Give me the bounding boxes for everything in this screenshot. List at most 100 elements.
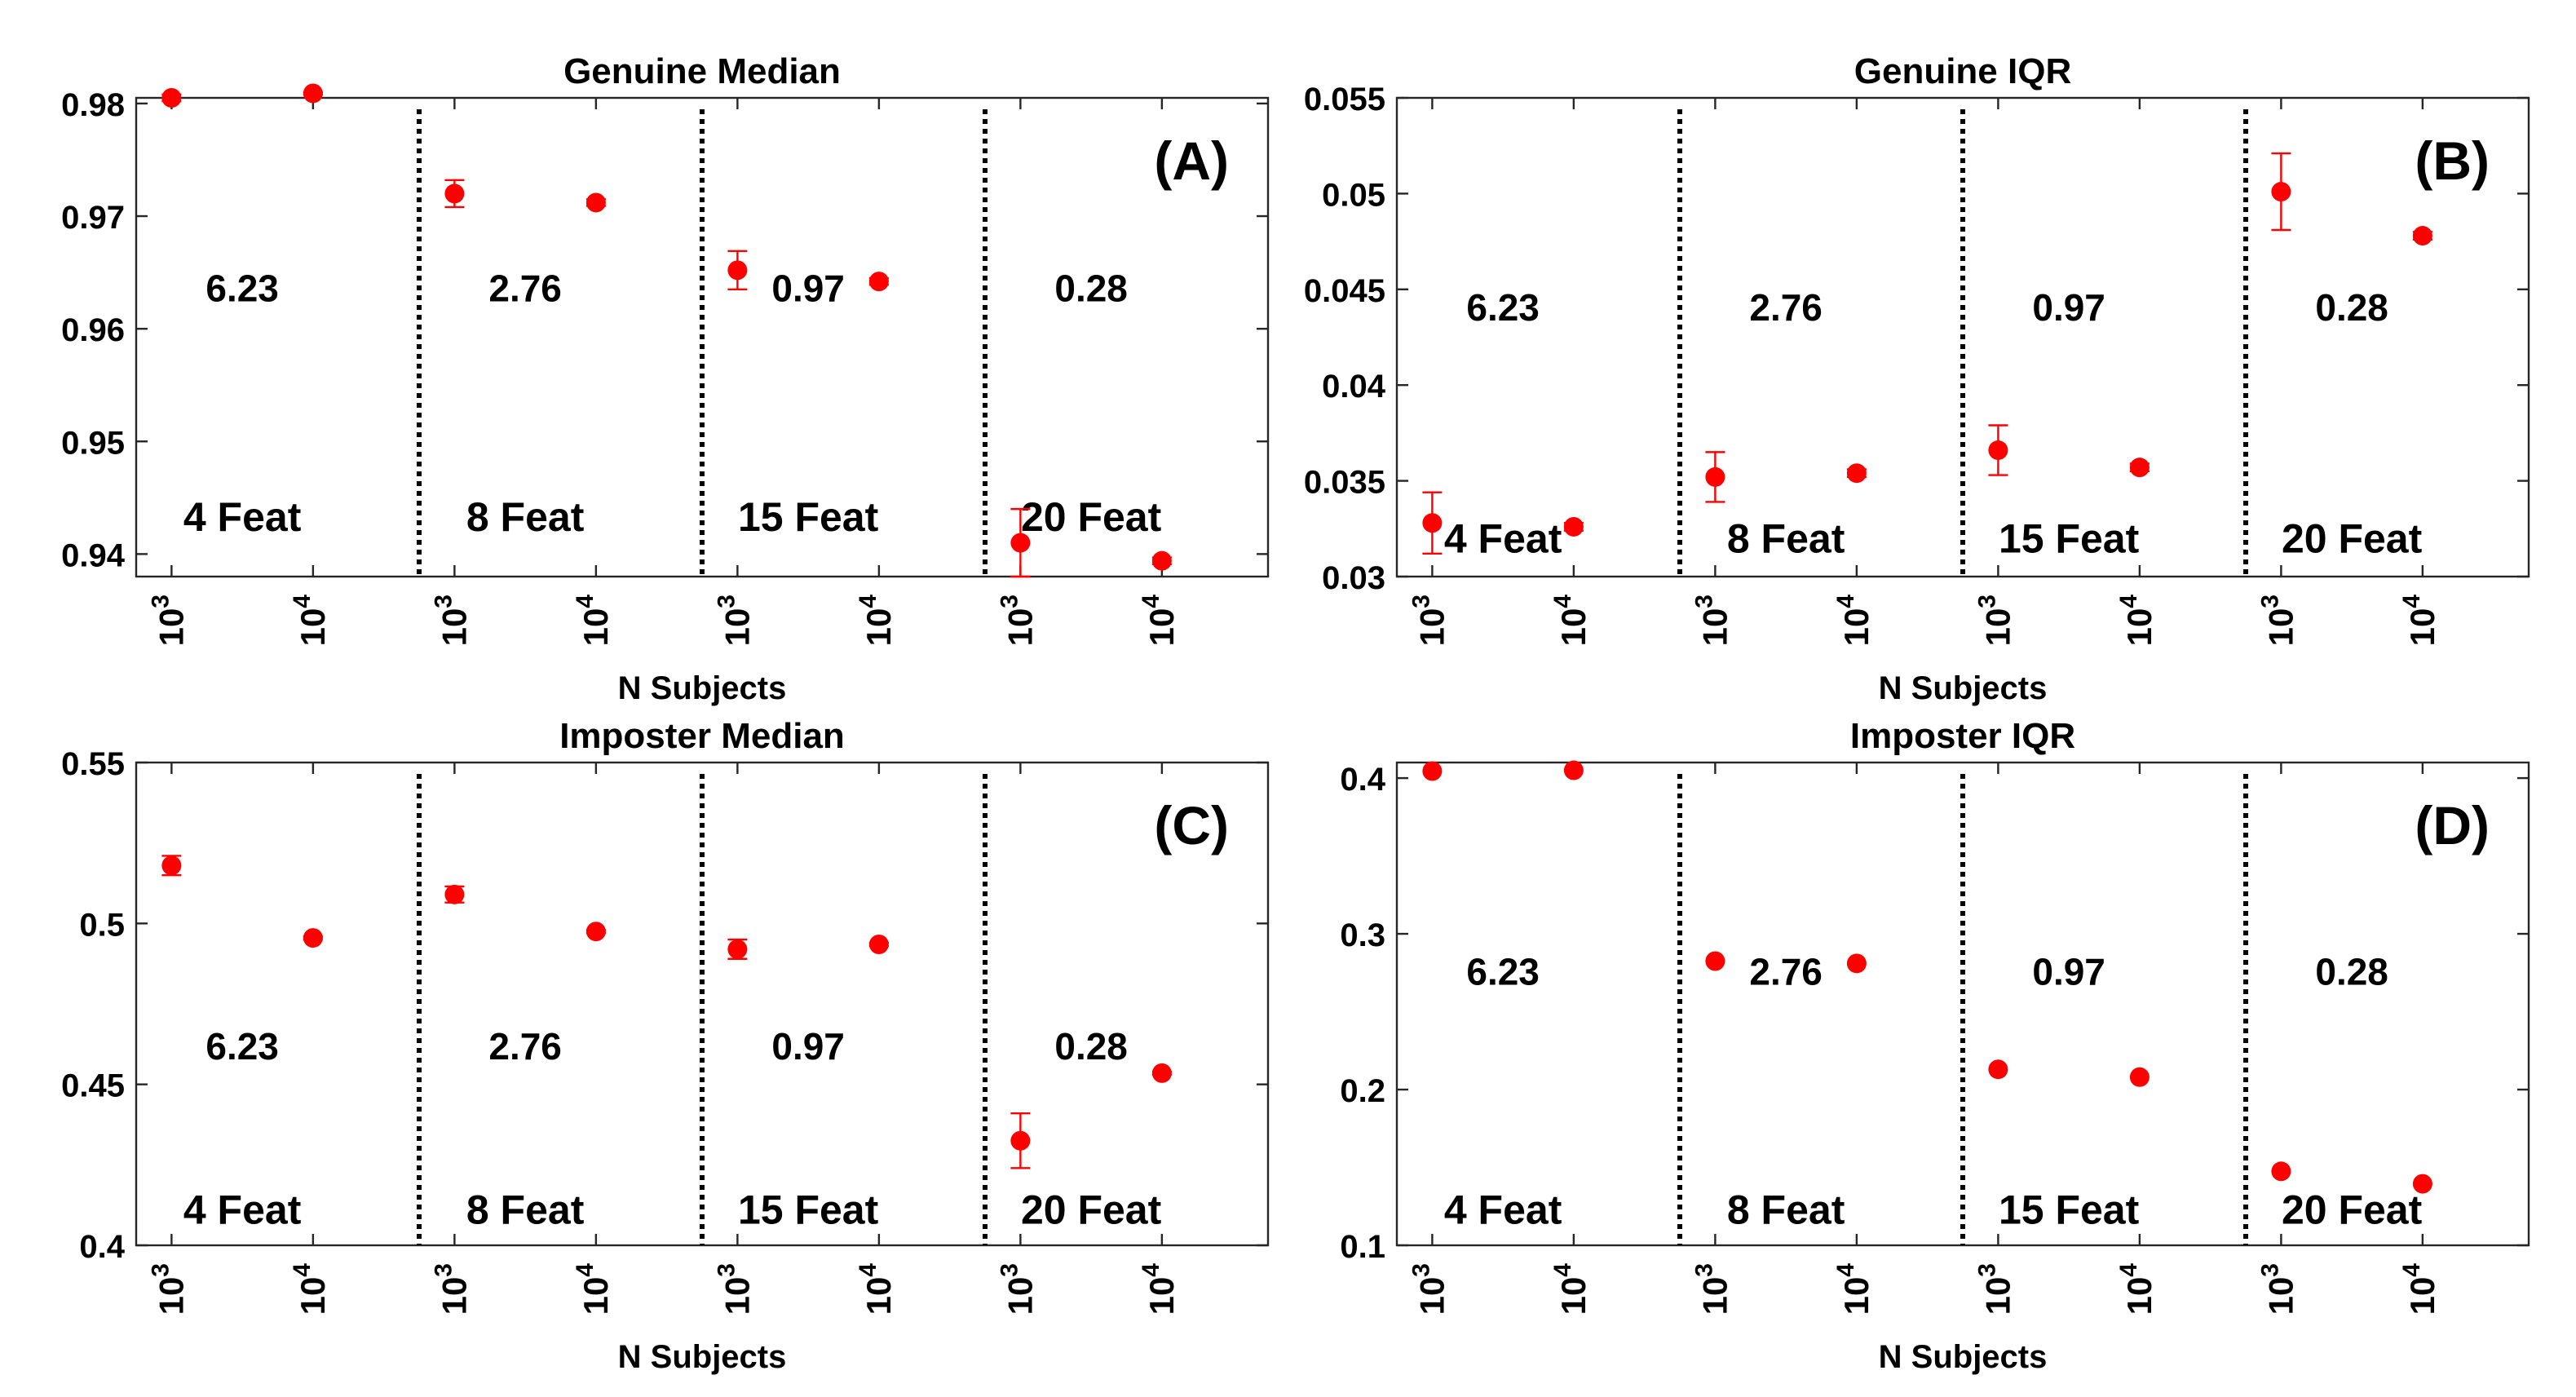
x-tick-label: 103	[1690, 595, 1734, 646]
chart-title: Genuine Median	[563, 51, 841, 91]
panel-c: Imposter Median (C) 0.4 0.45 0.5 0.55 6.23 4 Fe…	[61, 716, 1270, 1375]
y-tick-label: 0.45	[61, 1068, 125, 1104]
x-tick-label: 103	[147, 1263, 190, 1315]
y-tick-label: 0.2	[1340, 1073, 1385, 1109]
data-point	[1563, 760, 1584, 780]
data-point	[585, 192, 606, 213]
group-feature-label: 8 Feat	[466, 1187, 585, 1232]
panel-d: Imposter IQR (D) 0.1 0.2 0.3 0.4 6.23 4 Feat 103…	[1340, 716, 2530, 1375]
y-tick-label: 0.045	[1304, 273, 1385, 309]
y-tick-label: 0.94	[61, 537, 126, 573]
y-tick-label: 0.3	[1340, 917, 1385, 953]
panel-label: (A)	[1154, 130, 1229, 191]
x-tick-label: 104	[855, 595, 898, 647]
data-point	[444, 884, 465, 904]
x-tick-label: 104	[1832, 1263, 1876, 1315]
group-feature-label: 15 Feat	[1999, 516, 2140, 562]
data-point	[1846, 463, 1867, 484]
group-feature-label: 20 Feat	[2282, 516, 2423, 562]
x-tick-label: 104	[2398, 1263, 2441, 1315]
data-point	[444, 183, 465, 204]
panel-label: (B)	[2415, 130, 2490, 191]
panel-a: Genuine Median (A) 0.94 0.95 0.96 0.97 0.98 6.2…	[61, 51, 1270, 706]
data-point	[1988, 1059, 2008, 1080]
y-tick-label: 0.97	[61, 200, 125, 236]
group-feature-label: 20 Feat	[2282, 1187, 2423, 1232]
x-tick-label: 103	[1690, 1263, 1734, 1315]
y-tick-label: 0.04	[1322, 369, 1386, 405]
panel-label: (D)	[2415, 795, 2490, 855]
data-point	[1846, 953, 1867, 974]
group-feature-label: 4 Feat	[1444, 516, 1562, 562]
data-point	[161, 88, 182, 108]
data-point	[2129, 458, 2150, 478]
y-tick-label: 0.95	[61, 425, 125, 461]
group-value-label: 2.76	[1749, 950, 1823, 992]
group-feature-label: 4 Feat	[183, 1187, 302, 1232]
group-value-label: 6.23	[205, 267, 279, 309]
y-tick-label: 0.4	[1340, 762, 1385, 798]
group-value-label: 0.97	[771, 1025, 845, 1068]
data-point	[1563, 516, 1584, 537]
group-feature-label: 8 Feat	[466, 494, 585, 540]
group-value-label: 6.23	[1466, 950, 1540, 992]
group-feature-label: 8 Feat	[1727, 1187, 1845, 1232]
group-value-label: 0.28	[2315, 950, 2388, 992]
data-point	[727, 260, 748, 281]
data-point	[868, 934, 889, 954]
group-value-label: 0.97	[771, 267, 845, 309]
group-feature-label: 15 Feat	[1999, 1187, 2140, 1232]
data-point	[2271, 182, 2291, 202]
data-point	[1422, 761, 1443, 781]
group-feature-label: 20 Feat	[1021, 1187, 1162, 1232]
y-tick-label: 0.05	[1322, 177, 1385, 213]
data-point	[1988, 440, 2008, 461]
x-axis-label: N Subjects	[1879, 670, 2048, 706]
group-value-label: 6.23	[205, 1025, 279, 1068]
x-tick-label: 104	[1138, 595, 1181, 647]
group-feature-label: 20 Feat	[1021, 494, 1162, 540]
group-value-label: 2.76	[488, 267, 562, 309]
y-tick-label: 0.5	[79, 907, 125, 943]
x-tick-label: 103	[996, 595, 1039, 646]
data-point	[727, 939, 748, 959]
data-point	[2129, 1067, 2150, 1087]
x-tick-label: 103	[430, 1263, 473, 1315]
y-tick-label: 0.055	[1304, 82, 1385, 117]
x-tick-label: 103	[147, 595, 190, 646]
group-feature-label: 15 Feat	[738, 1187, 879, 1232]
chart-title: Genuine IQR	[1854, 51, 2071, 91]
y-tick-label: 0.96	[61, 312, 125, 348]
x-tick-label: 103	[430, 595, 473, 646]
x-tick-label: 104	[572, 1263, 615, 1315]
x-tick-label: 104	[572, 595, 615, 647]
group-value-label: 0.28	[1054, 267, 1128, 309]
x-tick-label: 103	[713, 595, 756, 646]
x-tick-label: 103	[1407, 595, 1451, 646]
x-tick-label: 104	[289, 595, 332, 647]
x-tick-label: 104	[1832, 595, 1876, 647]
data-point	[2412, 226, 2432, 246]
group-feature-label: 4 Feat	[1444, 1187, 1562, 1232]
data-point	[1010, 533, 1031, 553]
x-axis-label: N Subjects	[618, 670, 787, 706]
x-tick-label: 104	[2115, 1263, 2158, 1315]
x-tick-label: 103	[996, 1263, 1039, 1315]
data-point	[1151, 550, 1172, 571]
group-value-label: 0.28	[2315, 286, 2388, 329]
group-feature-label: 4 Feat	[183, 494, 302, 540]
x-tick-label: 104	[289, 1263, 332, 1315]
plot-area	[135, 96, 1270, 578]
y-tick-label: 0.03	[1322, 560, 1385, 596]
chart-title: Imposter Median	[559, 716, 845, 756]
x-axis-label: N Subjects	[1879, 1339, 2048, 1375]
x-axis-label: N Subjects	[618, 1339, 787, 1375]
x-tick-label: 103	[1407, 1263, 1451, 1315]
y-tick-label: 0.4	[79, 1229, 125, 1265]
group-value-label: 0.97	[2032, 950, 2105, 992]
x-tick-label: 103	[713, 1263, 756, 1315]
group-value-label: 6.23	[1466, 286, 1540, 329]
group-feature-label: 8 Feat	[1727, 516, 1845, 562]
x-tick-label: 104	[855, 1263, 898, 1315]
